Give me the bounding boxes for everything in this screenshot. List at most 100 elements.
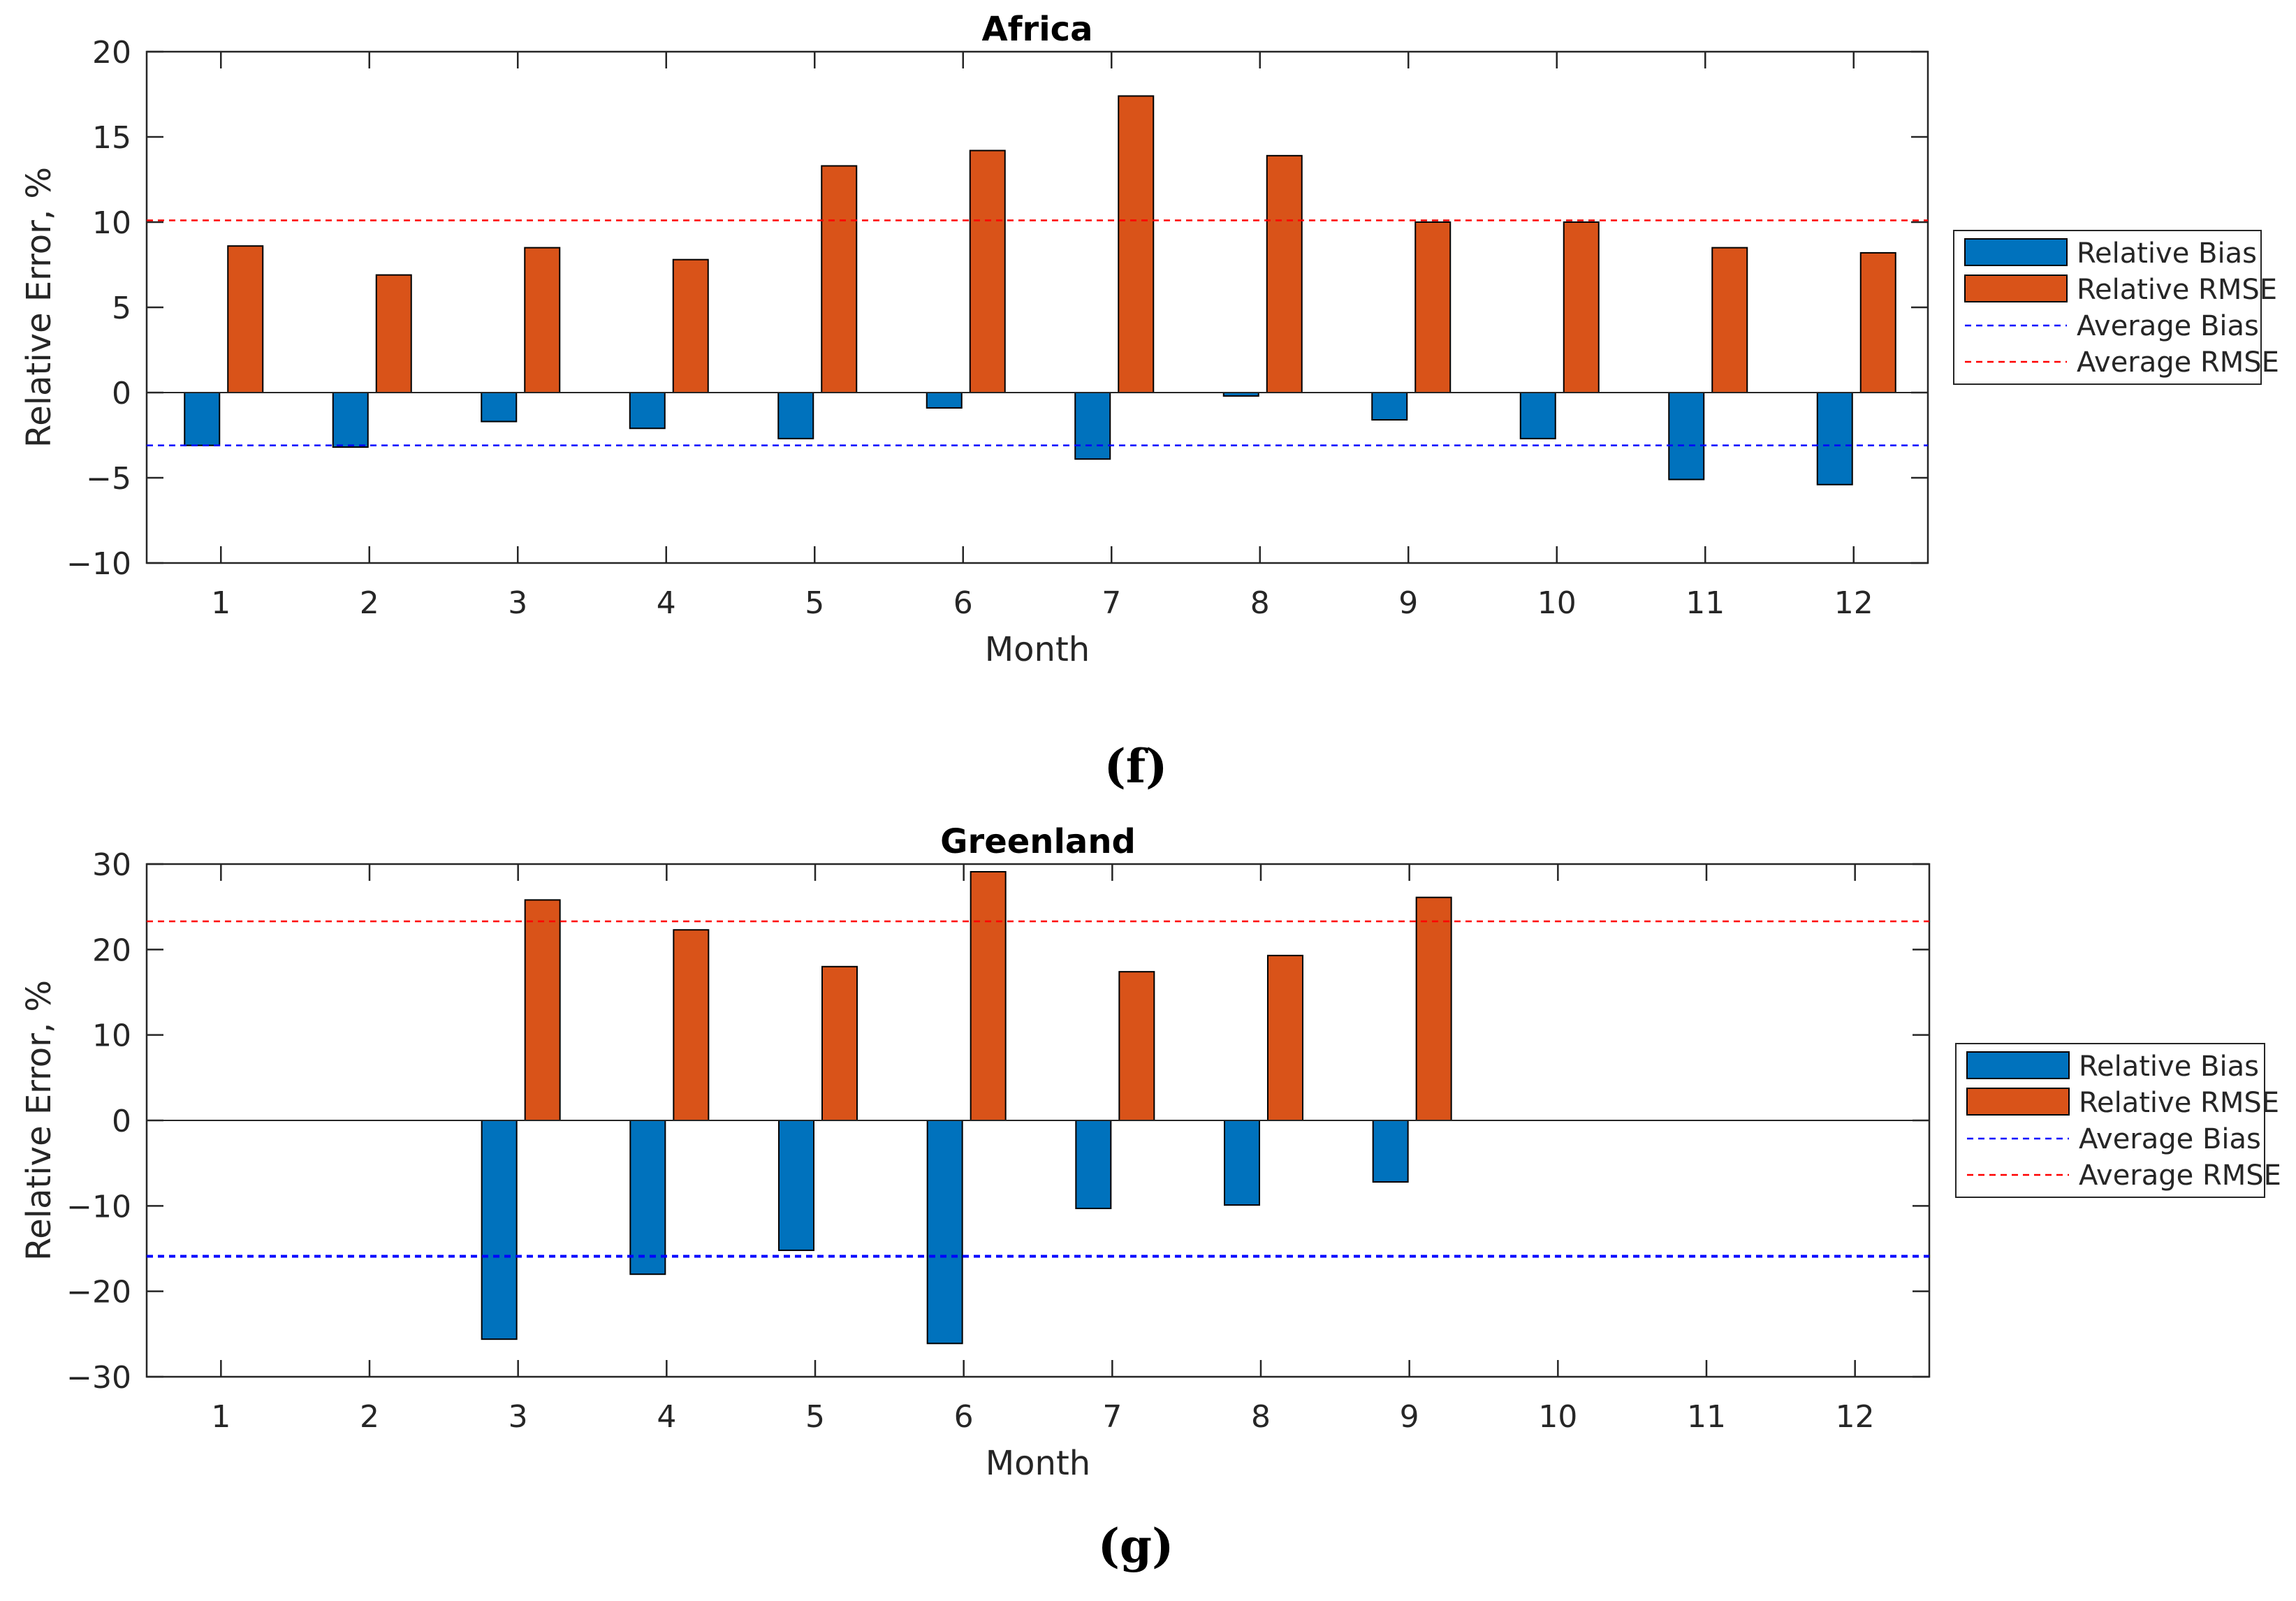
x-tick-label: 5 — [805, 1399, 825, 1435]
bar-rmse — [227, 245, 264, 393]
bar-rmse — [375, 274, 412, 394]
legend-swatch — [1964, 275, 2068, 302]
bar-bias — [1074, 392, 1111, 460]
bar-rmse — [1859, 251, 1896, 394]
y-tick-label: 15 — [92, 120, 131, 156]
x-tick-label: 8 — [1251, 1399, 1271, 1435]
x-tick-label: 2 — [360, 585, 379, 621]
legend-swatch — [1966, 1051, 2070, 1079]
legend: Relative Bias Relative RMSE Average Bias Av… — [1953, 230, 2279, 385]
bar-bias — [778, 1120, 814, 1251]
bar-bias — [629, 1120, 666, 1275]
bar-rmse — [1414, 221, 1452, 393]
x-tick-label: 7 — [1102, 585, 1121, 621]
legend-label: Average RMSE — [2077, 346, 2279, 379]
bar-bias — [1372, 1120, 1409, 1183]
y-axis-label: Relative Error, % — [20, 980, 59, 1261]
x-tick-label: 8 — [1250, 585, 1270, 621]
y-tick-label: −30 — [66, 1360, 131, 1396]
bar-rmse — [821, 165, 858, 393]
bar-bias — [481, 1120, 518, 1340]
chart-title: Africa — [982, 10, 1093, 49]
x-tick-label: 2 — [360, 1399, 379, 1435]
y-tick-label: −10 — [66, 546, 131, 582]
bar-rmse — [672, 258, 709, 393]
legend-label: Average RMSE — [2079, 1160, 2281, 1192]
bar-rmse — [1118, 971, 1155, 1122]
bar-rmse — [1118, 95, 1155, 393]
legend-label: Relative RMSE — [2079, 1087, 2279, 1119]
legend-label: Average Bias — [2079, 1123, 2261, 1155]
bar-rmse — [821, 965, 858, 1122]
legend-label: Relative Bias — [2079, 1051, 2259, 1083]
bar-bias — [926, 1120, 963, 1345]
x-tick-label: 10 — [1537, 585, 1577, 621]
x-tick-label: 4 — [657, 1399, 676, 1435]
bar-rmse — [969, 149, 1006, 394]
x-tick-label: 6 — [954, 1399, 974, 1435]
y-tick-label: 20 — [92, 933, 131, 968]
legend-swatch — [1966, 1088, 2070, 1116]
bar-rmse — [970, 871, 1007, 1121]
y-tick-label: 5 — [112, 291, 131, 326]
bar-bias — [1075, 1120, 1112, 1210]
y-tick-label: −5 — [86, 461, 131, 497]
bar-bias — [1519, 392, 1556, 439]
bar-rmse — [673, 929, 710, 1121]
legend-label: Relative RMSE — [2077, 274, 2277, 306]
bar-bias — [184, 392, 221, 446]
x-tick-label: 3 — [508, 585, 527, 621]
y-tick-label: 0 — [112, 1104, 131, 1139]
legend-label: Average Bias — [2077, 310, 2259, 342]
legend-label: Relative Bias — [2077, 237, 2257, 270]
x-tick-label: 9 — [1400, 1399, 1419, 1435]
x-tick-label: 11 — [1686, 585, 1725, 621]
y-tick-label: −20 — [66, 1275, 131, 1310]
bar-bias — [777, 392, 814, 439]
panel-label: (g) — [1098, 1519, 1174, 1573]
y-tick-label: 0 — [112, 376, 131, 411]
bar-rmse — [1267, 954, 1303, 1121]
legend-box — [1953, 230, 2262, 385]
bar-rmse — [524, 899, 561, 1121]
y-tick-label: 20 — [92, 35, 131, 71]
x-axis-label: Month — [986, 1444, 1090, 1483]
x-tick-label: 7 — [1102, 1399, 1122, 1435]
plot-area — [145, 50, 1929, 564]
bar-bias — [926, 392, 963, 409]
x-tick-label: 3 — [509, 1399, 528, 1435]
panel-label: (f) — [1104, 739, 1168, 794]
y-tick-label: −10 — [66, 1189, 131, 1224]
bar-bias — [1668, 392, 1705, 481]
x-tick-label: 12 — [1836, 1399, 1875, 1435]
bar-bias — [1816, 392, 1853, 485]
bar-bias — [332, 392, 369, 448]
x-tick-label: 10 — [1538, 1399, 1577, 1435]
x-tick-label: 11 — [1687, 1399, 1726, 1435]
bar-bias — [481, 392, 518, 423]
legend: Relative Bias Relative RMSE Average Bias Av… — [1955, 1043, 2281, 1198]
bar-rmse — [524, 247, 561, 393]
bar-bias — [629, 392, 666, 430]
bar-bias — [1371, 392, 1408, 421]
x-axis-label: Month — [985, 630, 1090, 669]
x-tick-label: 12 — [1834, 585, 1873, 621]
legend-swatch — [1964, 238, 2068, 266]
x-tick-label: 1 — [211, 585, 231, 621]
bar-rmse — [1563, 221, 1600, 393]
bar-bias — [1224, 1120, 1260, 1206]
y-tick-label: 10 — [92, 205, 131, 241]
x-tick-label: 1 — [211, 1399, 231, 1435]
x-tick-label: 9 — [1398, 585, 1418, 621]
bar-rmse — [1711, 247, 1748, 393]
chart-title: Greenland — [940, 822, 1136, 861]
y-tick-label: 30 — [92, 847, 131, 883]
x-tick-label: 5 — [805, 585, 824, 621]
y-tick-label: 10 — [92, 1018, 131, 1054]
x-tick-label: 4 — [657, 585, 676, 621]
y-axis-label: Relative Error, % — [20, 167, 59, 448]
x-tick-label: 6 — [953, 585, 973, 621]
